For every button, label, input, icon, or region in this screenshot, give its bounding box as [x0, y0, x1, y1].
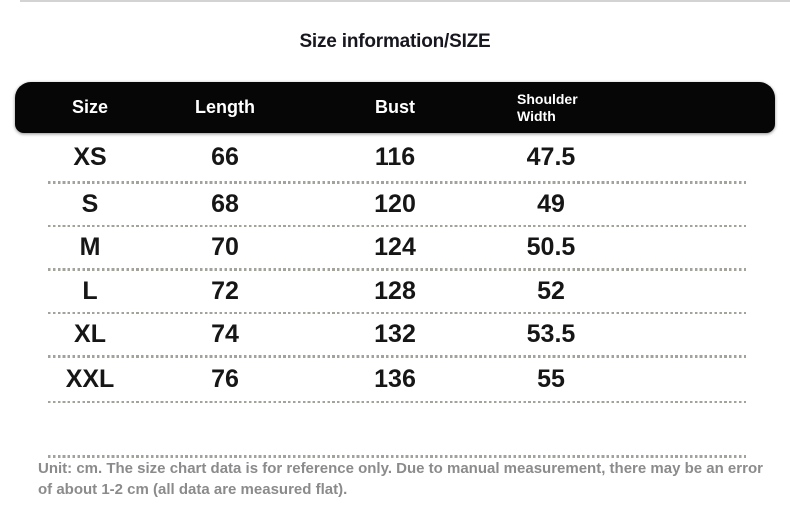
length-value: 68: [211, 189, 239, 218]
bust-value: 128: [374, 276, 416, 305]
bust-value: 124: [374, 233, 416, 261]
header-shoulder-width-label: Shoulder Width: [517, 90, 578, 124]
bust-value: 116: [374, 142, 416, 171]
bust-value: 120: [374, 189, 416, 218]
size-value: M: [79, 233, 101, 261]
table-row-l: L 72 128 52: [15, 271, 775, 312]
table-row-xs: XS 66 116 47.5: [15, 133, 775, 181]
page-title: Size information/SIZE: [299, 31, 491, 52]
row-divider: [48, 268, 746, 271]
table-body: XS 66 116 47.5 S 68 120 49 M 70 124 50.5…: [15, 133, 775, 458]
row-divider: [48, 224, 746, 227]
header-bust: Bust: [375, 97, 415, 117]
table-row-m: M 70 124 50.5: [15, 227, 775, 268]
bust-value: 136: [374, 364, 416, 393]
row-divider: [48, 400, 746, 403]
header-length: Length: [195, 97, 255, 117]
length-value: 70: [211, 233, 239, 261]
top-divider-line: [20, 0, 790, 2]
size-value: L: [82, 276, 98, 305]
shoulder-value: 50.5: [526, 233, 576, 261]
size-value: S: [81, 189, 99, 218]
length-value: 74: [211, 320, 239, 348]
row-divider: [48, 455, 746, 458]
table-row-empty: [15, 403, 775, 455]
length-value: 76: [211, 364, 239, 393]
table-header: Size Length Bust Shoulder Width: [15, 82, 775, 133]
bust-value: 132: [374, 320, 416, 348]
row-divider: [48, 355, 746, 358]
size-value: XXL: [65, 364, 115, 393]
length-value: 66: [211, 142, 239, 171]
table-row-xxl: XXL 76 136 55: [15, 358, 775, 401]
shoulder-value: 55: [537, 364, 565, 393]
row-divider: [48, 311, 746, 314]
header-size: Size: [71, 97, 109, 117]
unit-disclaimer-note: Unit: cm. The size chart data is for ref…: [38, 460, 763, 498]
size-value: XS: [73, 142, 107, 171]
table-row-xl: XL 74 132 53.5: [15, 314, 775, 355]
length-value: 72: [211, 276, 239, 305]
size-value: XL: [74, 320, 106, 348]
shoulder-value: 52: [537, 276, 565, 305]
shoulder-value: 47.5: [526, 142, 576, 171]
row-divider: [48, 181, 746, 184]
shoulder-value: 53.5: [526, 320, 576, 348]
table-row-s: S 68 120 49: [15, 184, 775, 225]
header-shoulder-width: Shoulder Width: [505, 91, 597, 124]
shoulder-value: 49: [537, 189, 565, 218]
